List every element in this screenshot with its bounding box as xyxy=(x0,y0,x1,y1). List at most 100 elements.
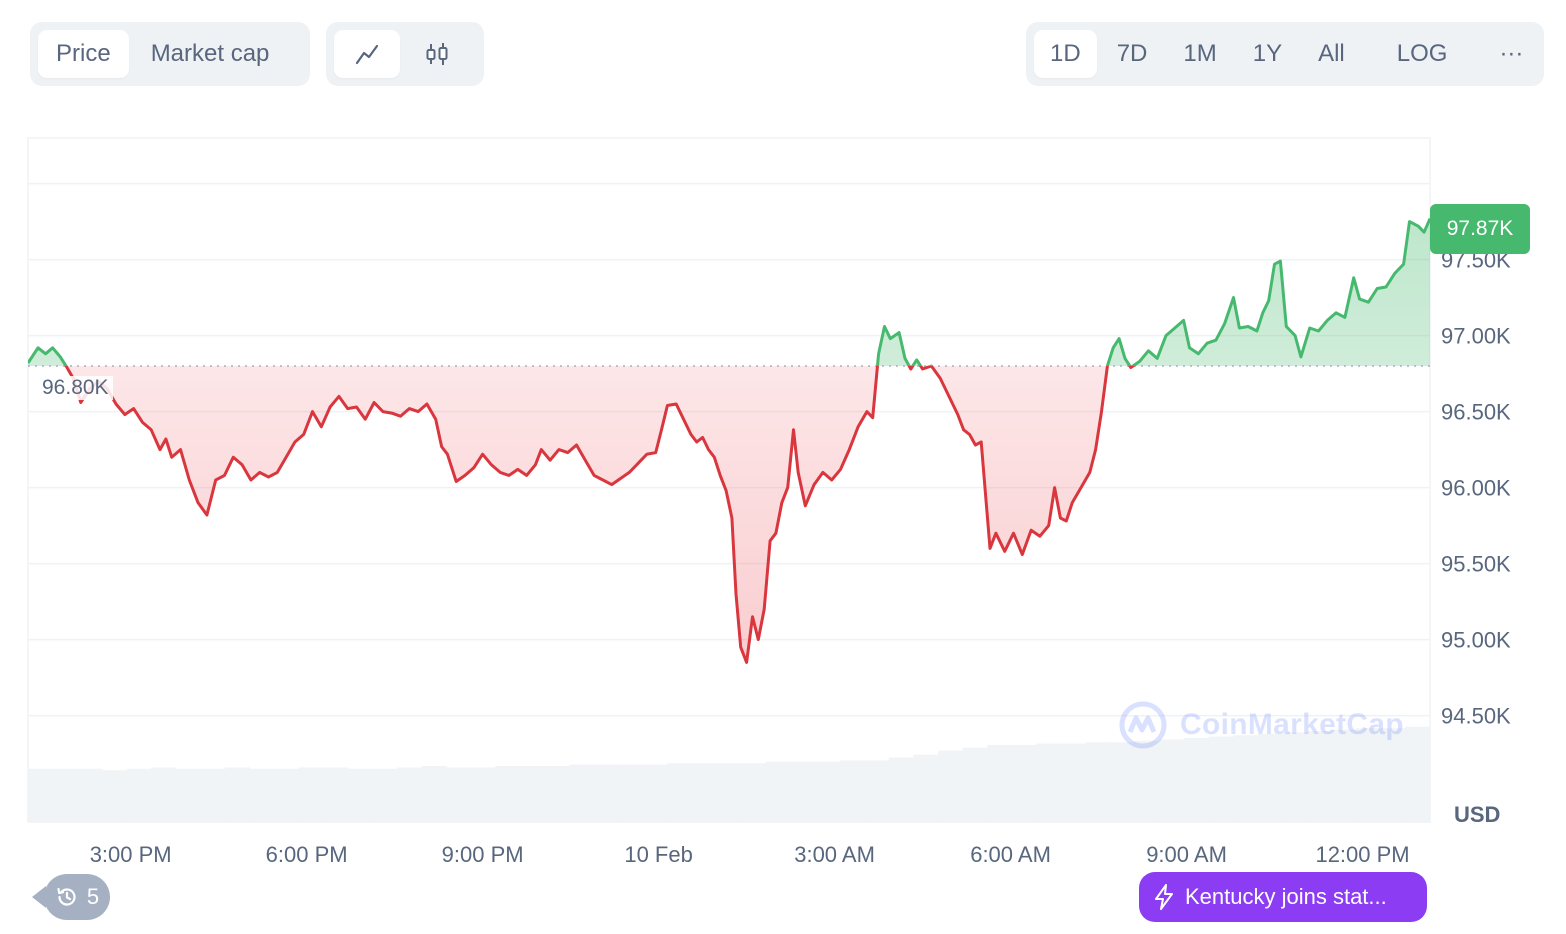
volume-bar xyxy=(569,764,595,822)
currency-label: USD xyxy=(1454,802,1501,827)
price-area-down xyxy=(28,366,1430,663)
volume-bar xyxy=(1134,740,1160,822)
y-tick-label: 94.50K xyxy=(1441,704,1511,729)
more-options-button[interactable]: ··· xyxy=(1499,40,1524,67)
volume-bar xyxy=(839,760,865,822)
coinmarketcap-logo xyxy=(1119,701,1167,749)
volume-bar xyxy=(815,761,841,822)
volume-bar xyxy=(150,767,177,822)
price-area-up xyxy=(28,218,1430,366)
volume-bar xyxy=(667,763,693,822)
volume-bar xyxy=(1061,743,1087,822)
volume-bar xyxy=(273,768,300,822)
volume-bar xyxy=(938,750,964,822)
watermark-text: CoinMarketCap xyxy=(1180,708,1404,741)
volume-bar xyxy=(347,768,373,822)
range-7d-button[interactable]: 7D xyxy=(1116,40,1148,67)
coinmarketcap-watermark: CoinMarketCap xyxy=(1118,700,1404,750)
volume-bar xyxy=(642,764,669,822)
volume-bar xyxy=(323,767,349,822)
volume-bar xyxy=(52,768,78,822)
volume-bar xyxy=(765,761,791,822)
volume-bar xyxy=(1356,728,1382,822)
volume-bar xyxy=(470,767,496,822)
volume-bar xyxy=(28,768,54,822)
volume-bar xyxy=(298,767,324,822)
range-1y-button[interactable]: 1Y xyxy=(1252,40,1283,67)
chart-type-switch xyxy=(326,22,484,86)
volume-bar xyxy=(716,763,742,822)
volume-bar xyxy=(1085,742,1111,822)
news-headline: Kentucky joins stat... xyxy=(1185,884,1387,909)
current-price-badge: 97.87K xyxy=(1430,204,1530,254)
tab-market-cap[interactable]: Market cap xyxy=(150,40,270,67)
y-tick-label: 95.50K xyxy=(1441,552,1511,577)
volume-bar xyxy=(1036,743,1062,822)
x-axis-labels: 3:00 PM 6:00 PM 9:00 PM 10 Feb 3:00 AM 6:00 A… xyxy=(90,842,1410,867)
volume-bar xyxy=(1110,742,1136,822)
volume-bar xyxy=(864,760,890,822)
x-tick-label: 3:00 PM xyxy=(90,842,172,867)
volume-bar xyxy=(987,745,1013,822)
volume-bar xyxy=(175,768,201,822)
volume-bar xyxy=(1405,726,1431,822)
volume-bar xyxy=(913,754,939,822)
volume-bar xyxy=(224,767,250,822)
y-tick-label: 96.00K xyxy=(1441,476,1511,501)
volume-bar xyxy=(446,767,472,822)
volume-bar xyxy=(962,747,988,822)
volume-bar xyxy=(593,764,619,822)
volume-bar xyxy=(495,766,521,822)
line-chart-icon xyxy=(355,44,379,65)
volume-bar xyxy=(692,763,718,822)
y-tick-label: 96.50K xyxy=(1441,400,1511,425)
x-tick-label: 10 Feb xyxy=(624,842,693,867)
volume-bar xyxy=(544,766,570,822)
volume-bar xyxy=(618,764,644,822)
line-chart-button[interactable] xyxy=(334,30,400,78)
range-1d-button[interactable]: 1D xyxy=(1034,30,1097,78)
volume-bar xyxy=(396,767,423,822)
volume-bar xyxy=(888,757,914,822)
volume-bar xyxy=(1307,731,1333,822)
x-tick-label: 9:00 PM xyxy=(442,842,524,867)
volume-bar xyxy=(519,766,546,822)
x-tick-label: 9:00 AM xyxy=(1146,842,1227,867)
candlestick-icon xyxy=(426,43,448,65)
volume-bar xyxy=(1159,739,1185,822)
volume-bar xyxy=(372,768,398,822)
log-scale-button[interactable]: LOG xyxy=(1396,40,1448,67)
tab-price[interactable]: Price xyxy=(38,30,129,78)
news-event-button[interactable]: Kentucky joins stat... xyxy=(1139,872,1427,922)
range-switch: 1D 7D 1M 1Y All LOG ··· xyxy=(1026,22,1544,86)
metric-switch: Price Market cap xyxy=(30,22,310,86)
volume-bar xyxy=(790,761,816,822)
volume-bars xyxy=(28,726,1431,822)
volume-bar xyxy=(101,770,127,822)
baseline-price-label: 96.80K xyxy=(38,376,113,400)
volume-bar xyxy=(1011,745,1037,822)
volume-bar xyxy=(1257,733,1283,822)
volume-bar xyxy=(249,768,275,822)
price-area xyxy=(28,218,1430,663)
y-axis-labels: 97.50K97.00K96.50K96.00K95.50K95.00K94.5… xyxy=(1441,248,1511,729)
price-line-up xyxy=(28,218,1432,366)
range-all-button[interactable]: All xyxy=(1318,40,1345,67)
price-line xyxy=(28,218,1432,664)
x-tick-label: 6:00 AM xyxy=(970,842,1051,867)
volume-bar xyxy=(1331,729,1357,822)
volume-bar xyxy=(77,768,103,822)
volume-bar xyxy=(421,766,447,822)
x-tick-label: 3:00 AM xyxy=(794,842,875,867)
y-tick-label: 97.00K xyxy=(1441,324,1511,349)
volume-bar xyxy=(126,768,152,822)
lightning-icon xyxy=(1155,884,1173,910)
volume-bar xyxy=(741,763,767,822)
history-button[interactable]: 5 xyxy=(32,874,110,920)
history-count: 5 xyxy=(86,884,100,909)
range-1m-button[interactable]: 1M xyxy=(1183,40,1217,67)
candlestick-button[interactable] xyxy=(404,30,470,78)
volume-bar xyxy=(1380,728,1406,822)
